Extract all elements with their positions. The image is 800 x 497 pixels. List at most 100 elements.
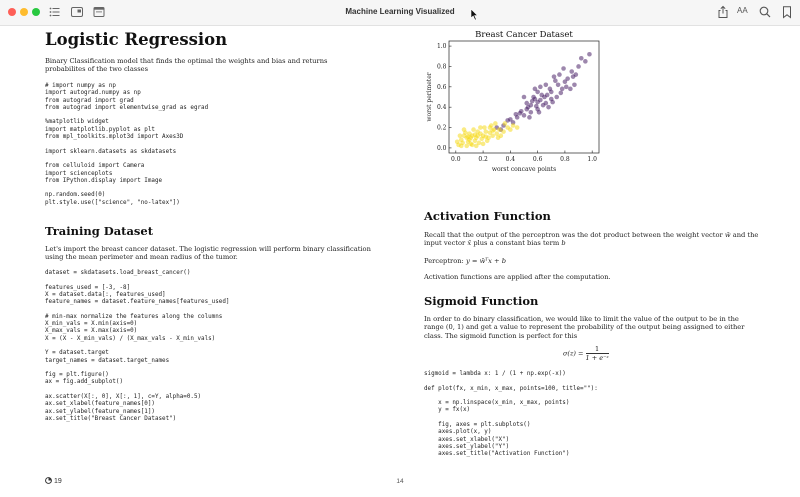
sigmoid-text: In order to do binary classification, we… (424, 315, 745, 340)
data-point-class-0 (521, 113, 527, 118)
activation-text-part: Recall that the output of the perceptron… (424, 231, 723, 239)
plot-area (448, 40, 600, 154)
window-title: Machine Learning Visualized (345, 7, 455, 16)
data-point-class-0 (555, 82, 561, 88)
data-point-class-0 (578, 56, 584, 61)
data-point-class-0 (521, 94, 527, 100)
sigmoid-equation: σ(z) = 1 1 + e⁻ᶻ (563, 345, 609, 362)
data-point-class-0 (538, 97, 543, 103)
data-point-class-0 (533, 103, 539, 109)
data-point-class-1 (494, 131, 500, 136)
data-point-class-1 (475, 133, 480, 138)
data-point-class-0 (535, 89, 540, 95)
code-block-imports: # import numpy as np import autograd.num… (45, 83, 209, 206)
data-point-class-0 (513, 112, 519, 117)
perceptron-label: Perceptron: (424, 257, 464, 265)
data-point-class-1 (514, 125, 520, 130)
data-point-class-0 (543, 82, 549, 88)
search-icon[interactable] (758, 5, 772, 19)
font-size-button[interactable]: AA (737, 6, 748, 15)
weight-vector-symbol: w̄ (724, 231, 731, 239)
data-point-class-1 (472, 138, 478, 144)
mouse-cursor-icon (470, 9, 479, 21)
footer-page-status[interactable]: 19 (45, 477, 62, 485)
y-tick-label: 0.8 (437, 63, 447, 70)
data-point-class-0 (576, 64, 581, 69)
sidebar-toggle-icon[interactable] (70, 5, 84, 19)
data-point-class-1 (457, 133, 463, 138)
minimize-window-button[interactable] (20, 8, 28, 16)
data-point-class-0 (536, 109, 542, 115)
x-tick-label: 0.2 (478, 156, 488, 163)
data-point-class-0 (557, 72, 562, 77)
activation-function-heading: Activation Function (424, 209, 551, 223)
data-point-class-0 (517, 110, 523, 116)
zoom-window-button[interactable] (32, 8, 40, 16)
data-point-class-1 (471, 127, 476, 132)
data-point-class-1 (510, 123, 516, 128)
data-point-class-0 (562, 79, 568, 85)
data-point-class-1 (454, 139, 460, 145)
data-point-class-0 (550, 99, 555, 105)
perceptron-formula: y = w̄ᵀx + b (465, 257, 507, 265)
sigmoid-function-heading: Sigmoid Function (424, 294, 539, 308)
data-point-class-0 (525, 104, 531, 110)
progress-ring-icon (45, 477, 52, 484)
data-point-class-0 (528, 109, 534, 115)
page-number: 14 (396, 478, 404, 485)
data-point-class-0 (553, 78, 558, 84)
data-point-class-1 (461, 127, 467, 132)
data-point-class-0 (568, 86, 573, 92)
table-of-contents-icon[interactable] (48, 5, 62, 19)
data-point-class-1 (483, 134, 489, 140)
data-point-class-0 (583, 59, 588, 64)
share-icon[interactable] (716, 5, 730, 19)
data-point-class-1 (480, 141, 486, 147)
training-dataset-heading: Training Dataset (45, 224, 154, 238)
bookmark-icon[interactable] (780, 5, 794, 19)
data-point-class-0 (538, 84, 543, 90)
data-point-class-0 (540, 102, 546, 108)
data-point-class-1 (482, 125, 487, 130)
y-tick-label: 0.2 (437, 125, 447, 132)
data-point-class-0 (544, 92, 550, 98)
data-point-class-1 (490, 133, 495, 138)
scatter-chart: Breast Cancer Dataset 0.0 0.2 0.4 0.6 0.8 1.0… (426, 30, 600, 173)
y-tick-label: 1.0 (437, 43, 447, 50)
data-point-class-1 (495, 135, 501, 141)
x-tick-label: 0.8 (560, 156, 570, 163)
sigmoid-fraction: 1 1 + e⁻ᶻ (585, 345, 609, 362)
data-point-class-0 (569, 69, 575, 74)
data-point-class-1 (501, 129, 506, 134)
data-point-class-1 (483, 129, 489, 134)
data-point-class-1 (465, 134, 471, 140)
data-point-class-1 (475, 129, 480, 134)
input-vector-symbol: x̄ (467, 239, 472, 248)
window-titlebar: Machine Learning Visualized AA (0, 0, 800, 26)
library-icon[interactable] (92, 5, 106, 19)
data-point-class-1 (473, 143, 479, 149)
y-axis-label: worst perimeter (426, 72, 433, 121)
x-axis-ticks: 0.0 0.2 0.4 0.6 0.8 1.0 (451, 150, 597, 163)
data-point-class-0 (570, 74, 576, 79)
activation-after-text: Activation functions are applied after t… (424, 273, 611, 281)
activation-text: Recall that the output of the perceptron… (424, 231, 759, 248)
data-point-class-0 (587, 51, 592, 57)
intro-text: Binary Classification model that finds t… (45, 57, 328, 74)
data-point-class-1 (469, 142, 475, 148)
data-point-class-0 (539, 92, 545, 98)
data-point-class-1 (502, 121, 508, 126)
sigmoid-equation-lhs: σ(z) = (563, 349, 584, 358)
data-point-class-1 (464, 143, 470, 149)
data-point-class-0 (546, 104, 551, 110)
sigmoid-numerator: 1 (585, 345, 609, 354)
chart-title: Breast Cancer Dataset (475, 30, 573, 40)
data-point-class-0 (554, 94, 560, 100)
data-point-class-0 (572, 82, 577, 88)
data-point-class-0 (559, 86, 565, 92)
data-point-class-1 (476, 140, 482, 146)
y-tick-label: 0.6 (437, 84, 447, 91)
sigmoid-denominator: 1 + e⁻ᶻ (585, 354, 609, 362)
data-point-class-1 (493, 121, 498, 126)
close-window-button[interactable] (8, 8, 16, 16)
